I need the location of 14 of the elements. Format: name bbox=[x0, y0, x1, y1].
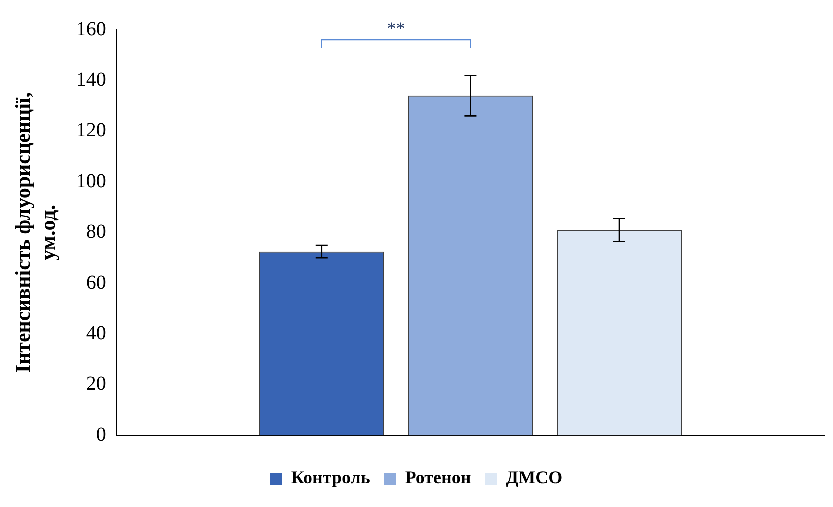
legend-label: Ротенон bbox=[405, 468, 472, 488]
y-tick-label: 0 bbox=[96, 424, 106, 446]
y-tick-label: 20 bbox=[86, 373, 106, 396]
y-tick-label: 80 bbox=[86, 221, 106, 244]
y-axis-title: Інтенсивність флуорисценції, ум.од. bbox=[11, 92, 60, 374]
y-tick-label: 120 bbox=[76, 120, 106, 142]
y-tick-label: 40 bbox=[86, 322, 106, 344]
y-tick-label: 140 bbox=[76, 68, 106, 91]
legend-label: Контроль bbox=[291, 468, 371, 488]
annotation: ** bbox=[387, 18, 406, 39]
y-tick-label: 100 bbox=[76, 170, 106, 192]
y-tick-label: 60 bbox=[86, 272, 106, 294]
y-tick-label: 160 bbox=[76, 18, 106, 40]
legend-label: ДМСО bbox=[506, 468, 563, 488]
